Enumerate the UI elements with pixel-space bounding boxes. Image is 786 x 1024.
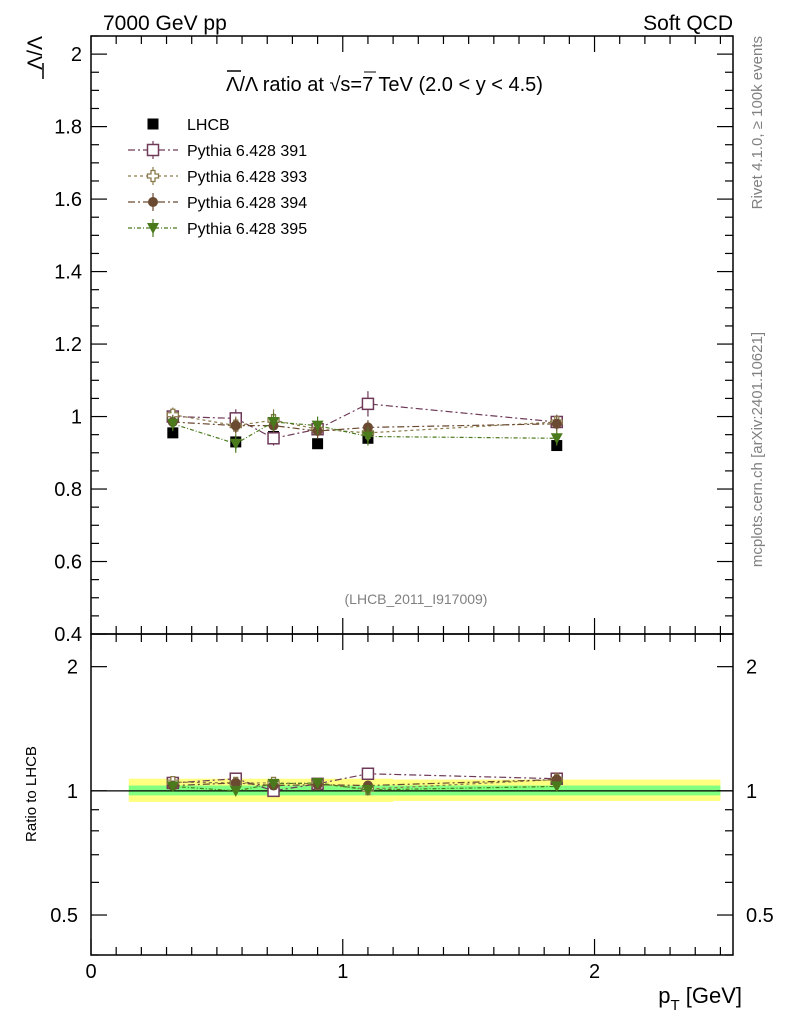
main-data-point <box>267 416 280 428</box>
y-tick-label: 0.6 <box>54 552 82 574</box>
legend-label: Pythia 6.428 393 <box>187 169 307 186</box>
legend-item-4: Pythia 6.428 395 <box>128 219 307 238</box>
title-sqrt: √ <box>329 74 340 96</box>
chart-title: Λ/Λ ratio at √s=7 TeV (2.0 < y < 4.5) <box>226 70 543 96</box>
legend-marker <box>147 118 159 130</box>
y-tick-label: 1.2 <box>54 334 82 356</box>
ratio-data-point <box>166 781 179 793</box>
x-tick-label: 2 <box>589 961 600 983</box>
title-mid: /Λ ratio at <box>239 74 329 96</box>
legend-marker <box>147 223 159 234</box>
main-data-point <box>311 420 324 432</box>
main-data-point <box>312 438 324 450</box>
main-series-4 <box>166 412 563 453</box>
y-tick-label: 1.4 <box>54 262 82 284</box>
y-tick-label: 2 <box>71 44 82 66</box>
legend-label: LHCB <box>187 117 230 134</box>
main-data-point <box>550 433 563 445</box>
series-main <box>166 391 564 453</box>
ratio-tick-label-right: 0.5 <box>746 905 774 927</box>
axis-tick-labels: 0 1 2 0.4 0.6 0.8 1 1.2 1.4 1.6 1.8 2 0.5 0.5 1 1 2 2 <box>50 44 774 983</box>
ratio-plot-frame <box>90 633 734 956</box>
x-tick-label: 0 <box>85 961 96 983</box>
main-series-line <box>172 414 557 434</box>
ratio-data-point <box>361 767 375 781</box>
ratio-series-4 <box>166 777 563 797</box>
y-tick-label: 0.8 <box>54 479 82 501</box>
y-axis-label: Λ/Λ <box>24 36 47 79</box>
header-right: Soft QCD <box>643 12 733 35</box>
analysis-watermark: (LHCB_2011_I917009) <box>345 591 488 607</box>
y-tick-label: 1 <box>71 407 82 429</box>
main-data-point <box>267 432 280 445</box>
main-data-point <box>361 431 374 443</box>
main-series-line <box>172 421 557 445</box>
legend-label: Pythia 6.428 394 <box>187 195 307 212</box>
legend-item-1: Pythia 6.428 391 <box>128 141 307 160</box>
axis-ticks <box>90 35 733 956</box>
ratio-series-line <box>172 773 557 792</box>
ratio-data-point <box>229 785 242 797</box>
title-rest: s=7 TeV (2.0 < y < 4.5) <box>340 74 543 96</box>
y-tick-label: 0.4 <box>54 624 82 646</box>
header-left: 7000 GeV pp <box>103 12 227 35</box>
legend-item-2: Pythia 6.428 393 <box>128 167 307 186</box>
mcplots-label: mcplots.cern.ch [arXiv:2401.10621] <box>749 332 766 567</box>
legend: LHCB Pythia 6.428 391 Pythia 6.428 393 Pyth… <box>128 117 307 238</box>
ratio-tick-label-right: 2 <box>746 657 757 679</box>
main-data-point <box>167 427 179 439</box>
ratio-data-point <box>230 777 241 788</box>
main-data-point <box>551 418 562 429</box>
legend-marker <box>146 169 160 183</box>
x-axis-label: pT [GeV] <box>658 983 742 1014</box>
ratio-series-line <box>172 782 557 792</box>
ratio-data-point <box>267 778 280 790</box>
legend-marker <box>148 197 158 207</box>
main-data-point <box>361 397 375 411</box>
ratio-data-point <box>550 781 563 793</box>
legend-item-3: Pythia 6.428 394 <box>128 193 307 212</box>
ratio-tick-label-left: 0.5 <box>50 905 78 927</box>
x-tick-label: 1 <box>337 961 348 983</box>
ratio-tick-label-left: 2 <box>67 657 78 679</box>
ratio-data-point <box>361 784 374 796</box>
y-tick-label: 1.6 <box>54 189 82 211</box>
ratio-data-point <box>311 777 324 789</box>
svg-text:Λ/Λ ratio at √s=7 TeV (2.0 < y: Λ/Λ ratio at √s=7 TeV (2.0 < y < 4.5) <box>226 74 543 96</box>
y-tick-label: 1.8 <box>54 117 82 139</box>
ratio-axis-label: Ratio to LHCB <box>23 746 40 842</box>
ratio-series-line <box>172 778 557 787</box>
legend-label: Pythia 6.428 391 <box>187 143 307 160</box>
title-lambda-bar: Λ <box>226 74 240 96</box>
svg-text:Λ/Λ: Λ/Λ <box>24 36 47 70</box>
legend-marker <box>146 143 160 157</box>
main-data-point <box>230 420 241 431</box>
rivet-label: Rivet 4.1.0, ≥ 100k events <box>749 36 766 209</box>
legend-label: Pythia 6.428 395 <box>187 221 307 238</box>
main-series-line <box>172 421 557 432</box>
main-data-point <box>166 418 179 430</box>
legend-item-0: LHCB <box>147 117 230 134</box>
ratio-tick-label-right: 1 <box>746 781 757 803</box>
main-data-point <box>229 438 242 450</box>
series-ratio <box>166 767 564 798</box>
ratio-tick-label-left: 1 <box>67 781 78 803</box>
